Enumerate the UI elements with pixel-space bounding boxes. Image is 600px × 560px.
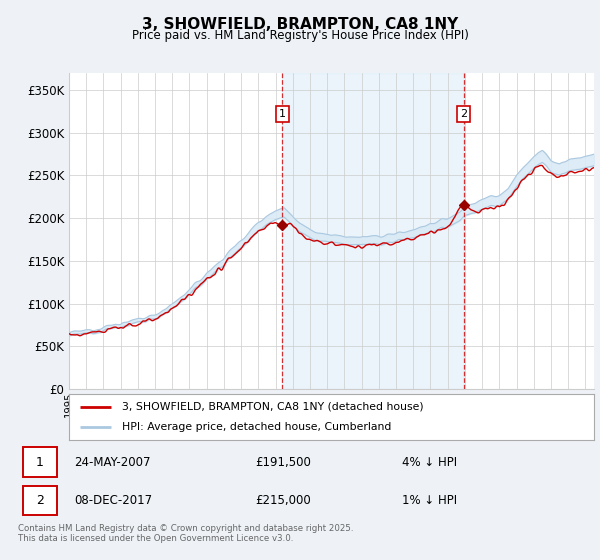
- Text: 2: 2: [36, 494, 44, 507]
- Text: HPI: Average price, detached house, Cumberland: HPI: Average price, detached house, Cumb…: [121, 422, 391, 432]
- Text: £215,000: £215,000: [255, 494, 311, 507]
- Text: 3, SHOWFIELD, BRAMPTON, CA8 1NY: 3, SHOWFIELD, BRAMPTON, CA8 1NY: [142, 17, 458, 32]
- Text: 4% ↓ HPI: 4% ↓ HPI: [401, 456, 457, 469]
- Text: 1% ↓ HPI: 1% ↓ HPI: [401, 494, 457, 507]
- Text: 3, SHOWFIELD, BRAMPTON, CA8 1NY (detached house): 3, SHOWFIELD, BRAMPTON, CA8 1NY (detache…: [121, 402, 423, 412]
- Text: £191,500: £191,500: [255, 456, 311, 469]
- FancyBboxPatch shape: [23, 447, 58, 477]
- Text: 08-DEC-2017: 08-DEC-2017: [74, 494, 152, 507]
- Text: 1: 1: [36, 456, 44, 469]
- Text: 2: 2: [460, 109, 467, 119]
- Bar: [282, 73, 464, 389]
- Text: Price paid vs. HM Land Registry's House Price Index (HPI): Price paid vs. HM Land Registry's House …: [131, 29, 469, 43]
- Text: Contains HM Land Registry data © Crown copyright and database right 2025.
This d: Contains HM Land Registry data © Crown c…: [18, 524, 353, 543]
- Text: 24-MAY-2007: 24-MAY-2007: [74, 456, 151, 469]
- Text: 1: 1: [279, 109, 286, 119]
- FancyBboxPatch shape: [23, 486, 58, 515]
